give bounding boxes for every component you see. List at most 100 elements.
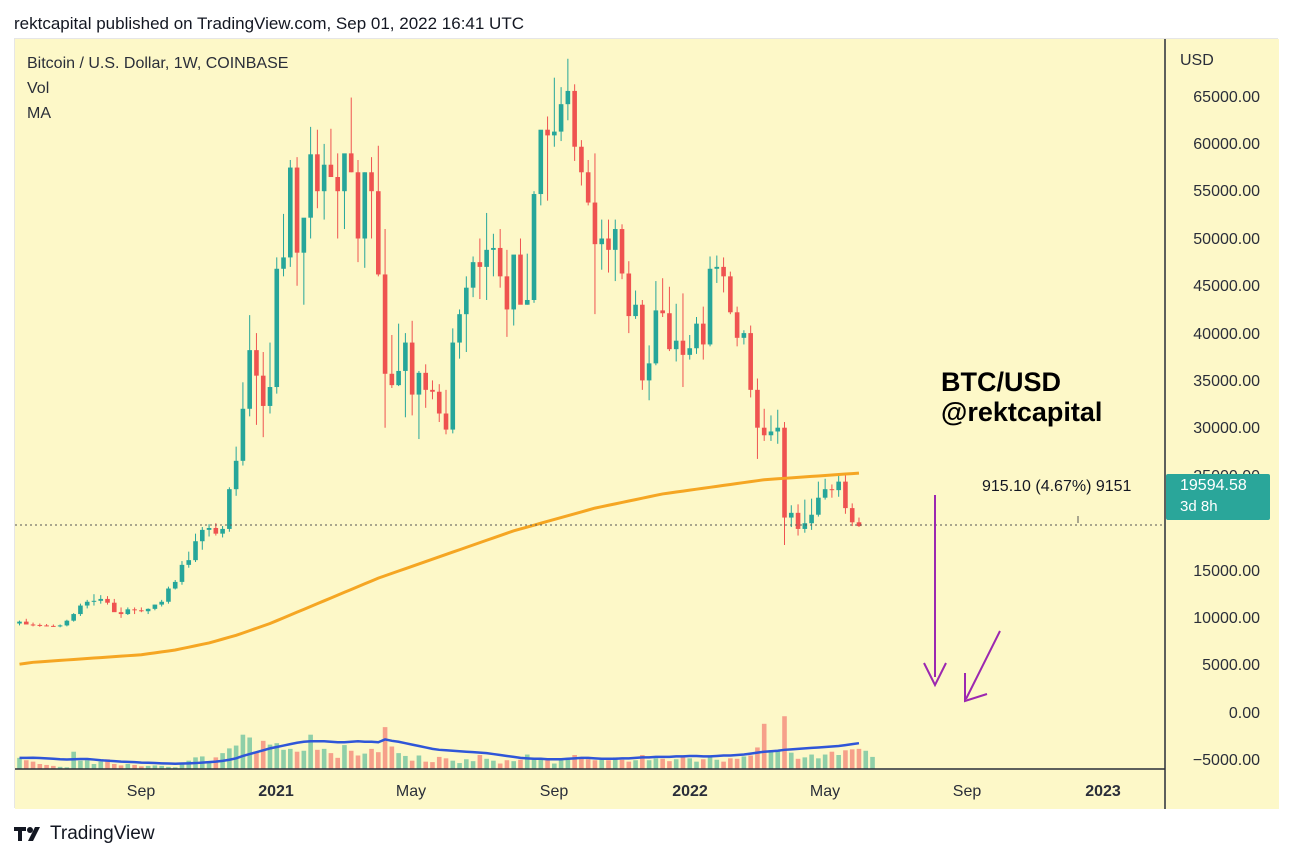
candle-body xyxy=(795,512,801,529)
candle-body xyxy=(707,268,713,345)
volume-bar xyxy=(179,764,185,769)
candle-body xyxy=(321,164,327,192)
volume-bar xyxy=(667,761,672,769)
volume-bar xyxy=(145,765,151,769)
candle-body xyxy=(396,370,401,386)
volume-bar xyxy=(443,758,449,769)
last-price-value: 19594.58 xyxy=(1180,477,1247,494)
volume-bar xyxy=(714,759,720,769)
price-chart[interactable]: USD 65000.00 60000.00 55000.00 50000.00 … xyxy=(15,39,1279,809)
candle xyxy=(673,303,679,362)
volume-bar xyxy=(342,745,347,769)
candle xyxy=(545,116,550,201)
candle xyxy=(267,342,273,414)
candle-body xyxy=(139,610,144,612)
volume-moving-average-line xyxy=(19,738,860,765)
volume-bar xyxy=(816,758,821,769)
volume-bar xyxy=(132,764,137,769)
x-tick-label: 2023 xyxy=(1085,783,1121,800)
candle xyxy=(23,618,29,625)
volume-bar xyxy=(795,758,801,769)
rise-arrow xyxy=(964,630,1001,703)
candle-body xyxy=(619,229,625,274)
candle xyxy=(186,551,192,568)
volume-bar xyxy=(768,750,774,769)
candle-body xyxy=(315,154,320,192)
y-tick-label: 10000.00 xyxy=(1193,610,1260,627)
candle xyxy=(491,233,496,277)
candle xyxy=(240,382,246,466)
candle xyxy=(315,129,320,209)
candle xyxy=(761,408,767,441)
candle-body xyxy=(633,304,638,317)
candle xyxy=(139,607,144,613)
volume-bar xyxy=(592,760,598,769)
x-tick-label: Sep xyxy=(953,783,982,800)
candle xyxy=(511,254,517,326)
candle xyxy=(348,97,354,173)
candle-body xyxy=(166,588,171,602)
candle-body xyxy=(775,427,781,432)
candle-body xyxy=(240,408,246,461)
candle xyxy=(626,261,632,334)
volume-bar xyxy=(64,767,70,769)
candle xyxy=(741,330,747,345)
candle xyxy=(362,172,368,268)
candle-body xyxy=(653,310,659,364)
candle xyxy=(585,159,591,206)
candle xyxy=(687,334,693,360)
candle xyxy=(118,607,124,618)
candle xyxy=(84,599,90,609)
x-tick-label: 2021 xyxy=(258,783,294,800)
candle xyxy=(612,219,618,282)
tradingview-logo-icon xyxy=(14,827,40,841)
candle-body xyxy=(646,363,652,381)
volume-bar xyxy=(369,748,374,769)
candle-body xyxy=(829,489,835,491)
candle-body xyxy=(37,624,43,626)
candle-body xyxy=(612,229,618,250)
volume-bar xyxy=(626,761,632,769)
candle xyxy=(822,478,828,500)
candle xyxy=(335,153,340,239)
candle-body xyxy=(836,481,841,491)
candle-body xyxy=(84,601,90,606)
candle xyxy=(653,281,659,366)
volume-bar xyxy=(125,764,131,769)
candle-body xyxy=(274,268,280,388)
candle-body xyxy=(267,387,273,406)
volume-bar xyxy=(748,755,753,769)
volume-bar xyxy=(389,746,395,769)
tradingview-logo[interactable]: TradingView xyxy=(14,822,155,846)
candle xyxy=(409,320,415,416)
volume-bar xyxy=(186,760,192,769)
volume-bar xyxy=(782,716,787,769)
candle-body xyxy=(741,333,747,338)
candle-body xyxy=(193,541,198,561)
candle xyxy=(172,580,178,590)
volume-bar xyxy=(477,755,483,769)
candle xyxy=(721,257,726,293)
volume-bar xyxy=(172,767,178,769)
volume-bar xyxy=(728,758,733,769)
volume-bar xyxy=(240,734,246,769)
candle xyxy=(301,217,307,305)
candle-body xyxy=(558,104,564,132)
candle xyxy=(470,256,476,298)
chart-frame[interactable]: USD 65000.00 60000.00 55000.00 50000.00 … xyxy=(14,38,1279,809)
candle-body xyxy=(179,564,185,582)
candle-body xyxy=(497,247,503,277)
candle-body xyxy=(531,194,537,300)
candle-body xyxy=(436,391,442,414)
y-tick-label: 15000.00 xyxy=(1193,563,1260,580)
candle xyxy=(606,219,611,273)
candle-body xyxy=(552,131,557,136)
volume-bar xyxy=(84,760,90,769)
volume-bar xyxy=(23,760,29,769)
volume-bar xyxy=(585,759,591,769)
volume-bar xyxy=(382,727,388,769)
candle xyxy=(105,596,110,605)
candle xyxy=(78,603,83,616)
candle-body xyxy=(328,164,334,178)
candle-body xyxy=(91,600,97,602)
